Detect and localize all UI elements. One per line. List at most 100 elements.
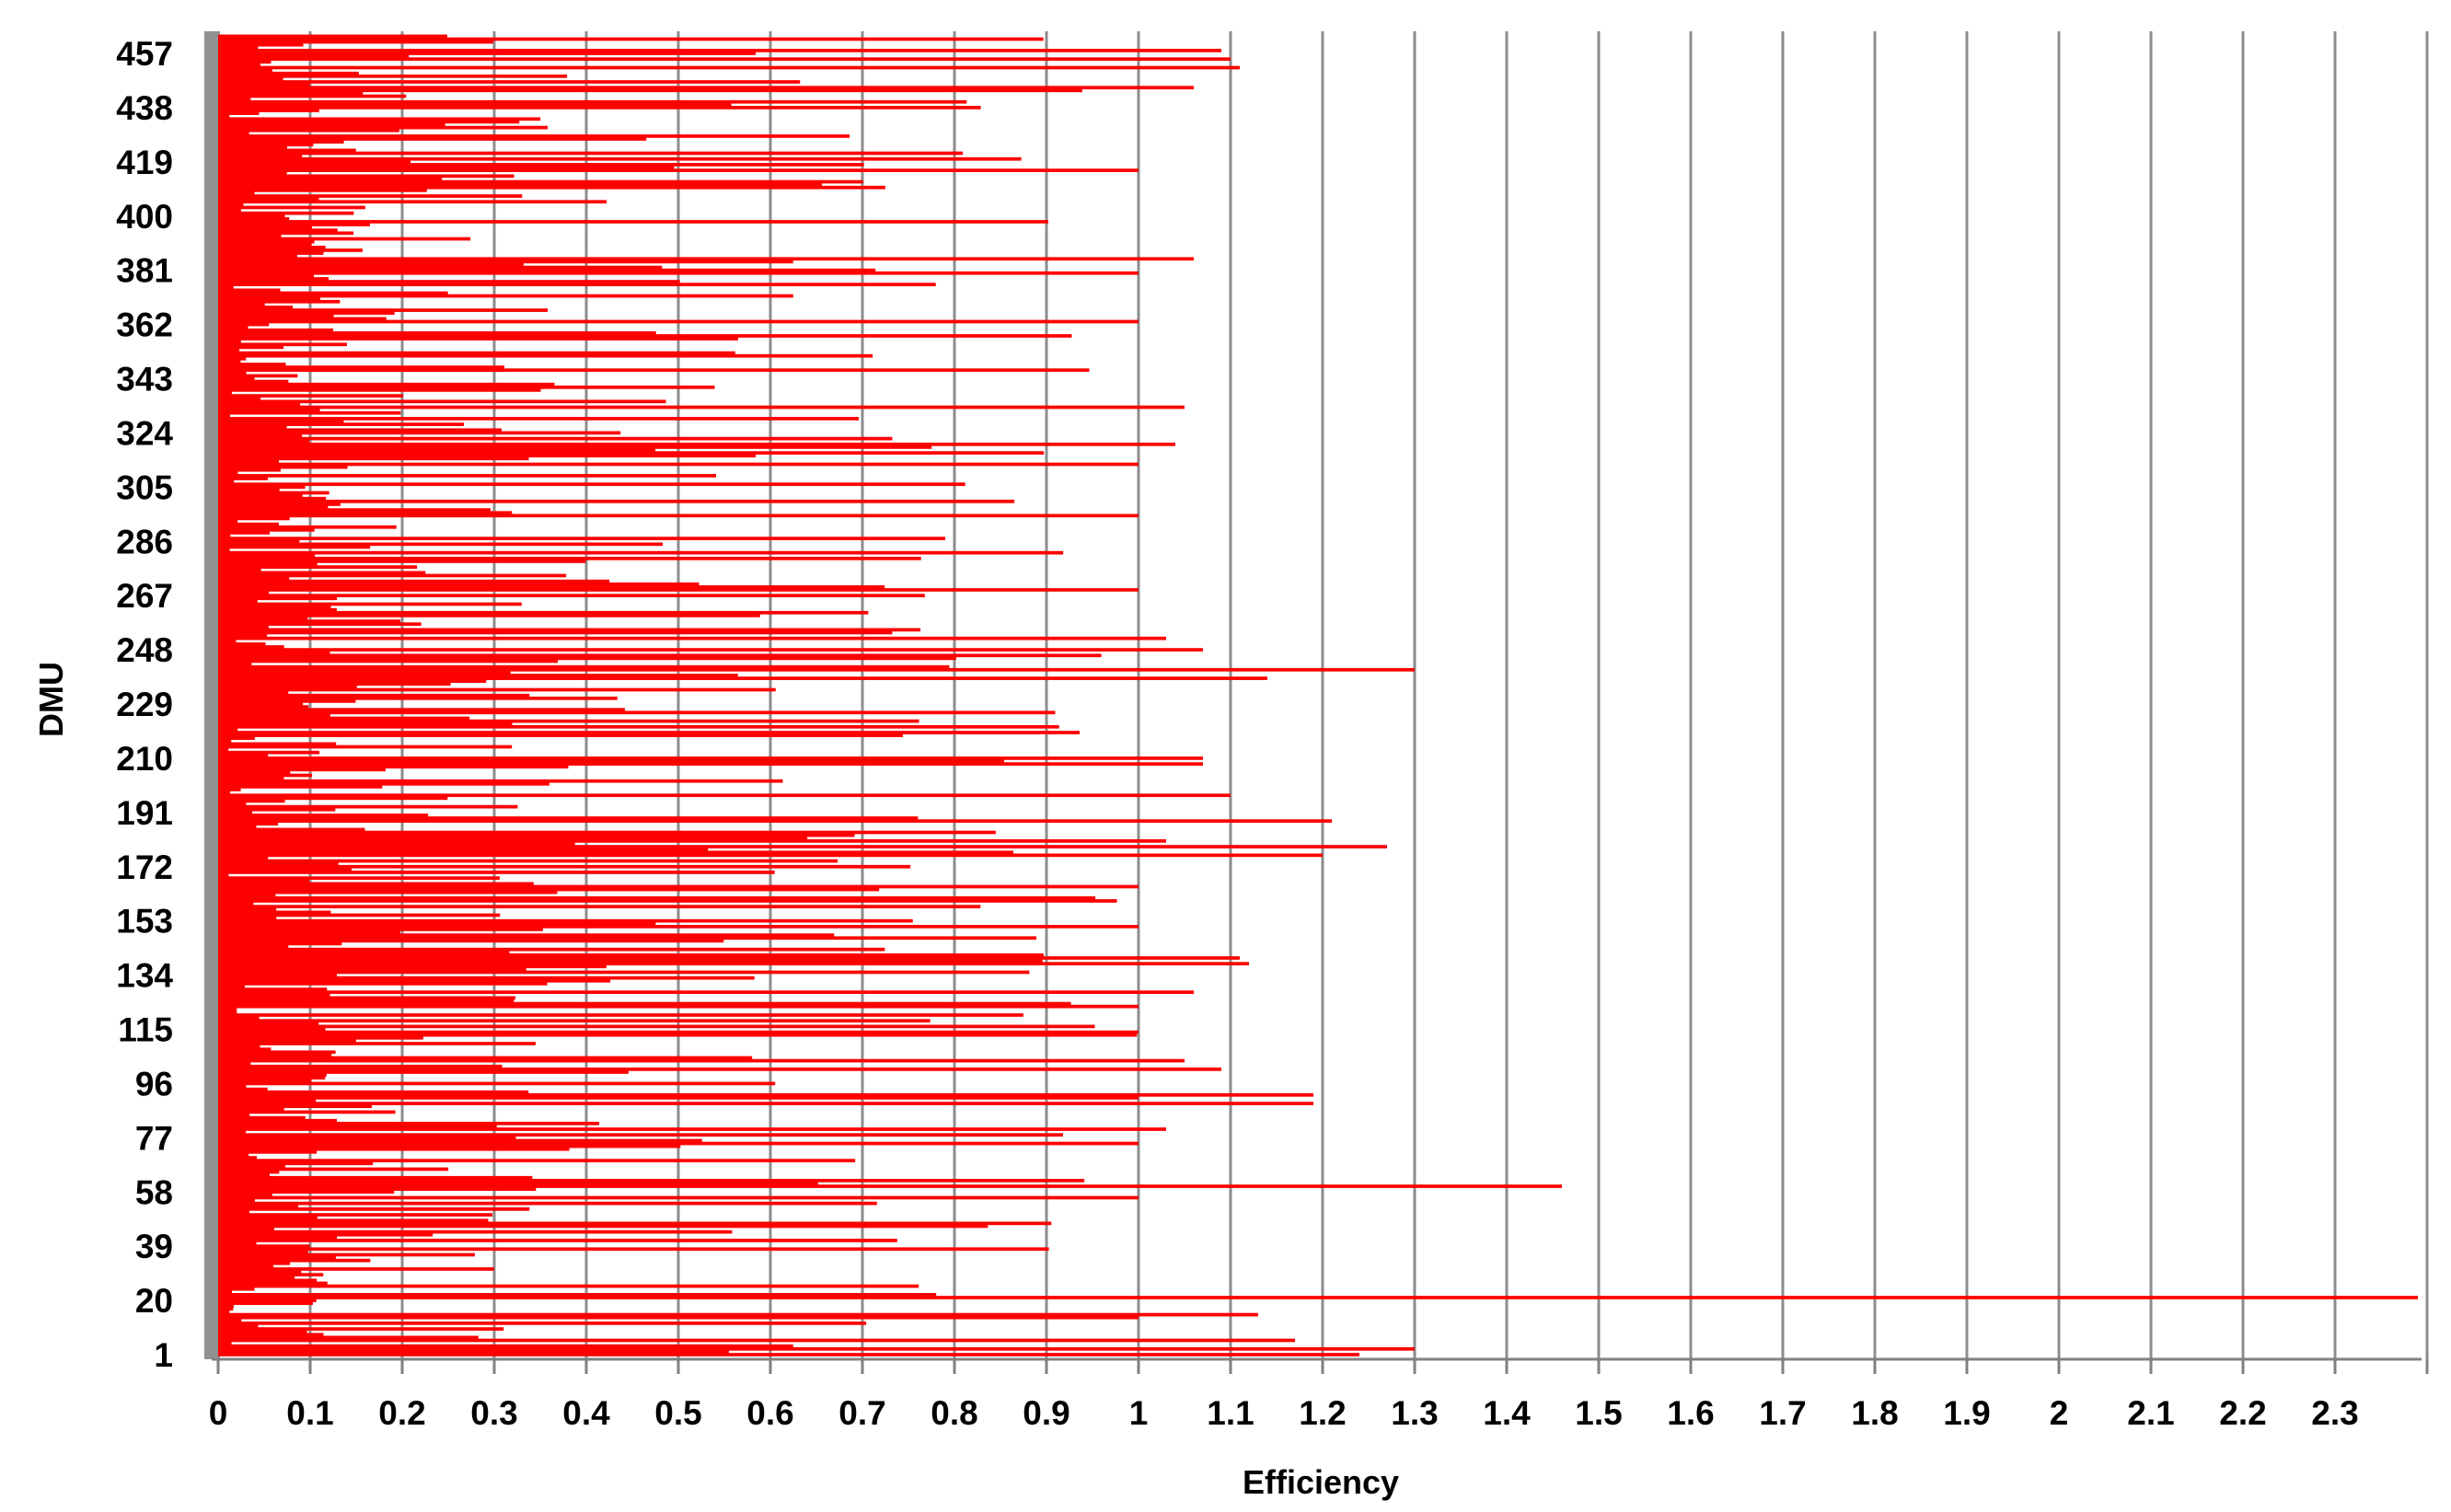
dmu-bar [218, 1322, 867, 1325]
dmu-bar [218, 49, 1221, 52]
dmu-bar [218, 967, 526, 972]
dmu-bar [218, 1190, 395, 1195]
y-tick-label: 286 [116, 523, 173, 560]
dmu-bar [218, 842, 575, 846]
dmu-bar [218, 353, 873, 358]
dmu-bar [218, 747, 229, 752]
dmu-bar [218, 879, 309, 883]
dmu-bar [218, 705, 309, 709]
dmu-bar [218, 1301, 313, 1306]
dmu-bar [218, 739, 232, 744]
dmu-bar [218, 1125, 497, 1128]
dmu-bar [218, 793, 1231, 798]
dmu-bar [218, 1027, 326, 1032]
dmu-bar [218, 1153, 249, 1157]
dmu-bar [218, 1133, 1063, 1137]
dmu-bar [218, 1255, 336, 1260]
dmu-bar [218, 356, 247, 361]
dmu-bar [218, 893, 276, 897]
dmu-bar [218, 223, 370, 226]
dmu-bar [218, 987, 328, 991]
dmu-bar [218, 237, 471, 241]
dmu-bar [218, 887, 880, 892]
dmu-bar [218, 317, 387, 321]
y-tick-label: 400 [116, 198, 173, 236]
dmu-bar [218, 785, 383, 789]
dmu-bar [218, 294, 793, 298]
dmu-bar [218, 325, 249, 329]
dmu-bar [218, 639, 237, 643]
dmu-bar [218, 573, 567, 578]
dmu-bar [218, 454, 756, 458]
dmu-bar [218, 94, 407, 98]
dmu-bar [218, 394, 404, 398]
dmu-bar [218, 708, 625, 712]
dmu-bar [218, 822, 279, 826]
y-axis-ticks: 1 20 39 58 77 96 115 134 153 172 191 210 229 248 267 28… [116, 35, 173, 1374]
dmu-bar [218, 220, 1048, 224]
y-tick-label: 343 [116, 361, 173, 398]
dmu-bar [218, 762, 1203, 766]
dmu-bar [218, 319, 1139, 324]
dmu-bar [218, 54, 410, 58]
dmu-bar [218, 1236, 338, 1240]
dmu-bar [218, 143, 314, 147]
dmu-bar [218, 773, 313, 778]
dmu-bar [218, 1232, 434, 1237]
dmu-bar [218, 1087, 268, 1091]
dmu-bar [218, 882, 534, 886]
dmu-bar [218, 431, 621, 435]
dmu-bar [218, 496, 327, 501]
dmu-bar [218, 65, 1240, 70]
dmu-bar [218, 311, 395, 316]
dmu-bar [218, 970, 1030, 975]
dmu-bar [218, 234, 282, 238]
dmu-bar [218, 1090, 529, 1094]
dmu-bar [218, 314, 334, 318]
dmu-bar [218, 719, 919, 723]
dmu-bar [218, 1159, 856, 1162]
dmu-bar [218, 721, 513, 726]
dmu-bar [218, 1175, 533, 1180]
dmu-bar [218, 1178, 1085, 1183]
dmu-bar [218, 928, 543, 931]
dmu-bar [218, 145, 287, 150]
dmu-bar [218, 1206, 530, 1211]
y-tick-label: 153 [116, 903, 173, 941]
dmu-bar [218, 1073, 327, 1077]
dmu-bar [218, 491, 329, 495]
dmu-bar [218, 525, 397, 529]
dmu-bar [218, 1198, 255, 1203]
dmu-bar [218, 1318, 242, 1322]
dmu-bar [218, 648, 1203, 652]
dmu-bar [218, 474, 717, 478]
dmu-bar [218, 1273, 324, 1277]
dmu-bar [218, 499, 1015, 503]
dmu-bar [218, 1287, 255, 1291]
dmu-bar [218, 151, 964, 156]
dmu-bar [218, 1050, 336, 1055]
dmu-bar [218, 83, 310, 87]
dmu-bar [218, 413, 230, 418]
y-tick-label: 381 [116, 252, 173, 290]
dmu-bar [218, 625, 269, 629]
dmu-bar [218, 134, 850, 138]
dmu-bar [218, 582, 699, 586]
dmu-bar [218, 867, 352, 871]
dmu-bar [218, 733, 903, 737]
dmu-bar [218, 191, 255, 195]
dmu-bar [218, 985, 245, 988]
y-tick-label: 96 [135, 1065, 173, 1102]
dmu-bar [218, 731, 1081, 734]
dmu-bar [218, 257, 1194, 261]
dmu-bar [218, 1058, 1185, 1063]
x-tick-label: 0.3 [470, 1394, 517, 1432]
dmu-bar [218, 947, 885, 952]
dmu-bar [218, 1213, 493, 1217]
dmu-bar [218, 622, 422, 627]
dmu-bar [218, 996, 516, 1000]
dmu-bar [218, 1033, 1138, 1037]
dmu-bar [218, 781, 549, 786]
dmu-bar [218, 448, 656, 452]
dmu-bar [218, 614, 760, 617]
